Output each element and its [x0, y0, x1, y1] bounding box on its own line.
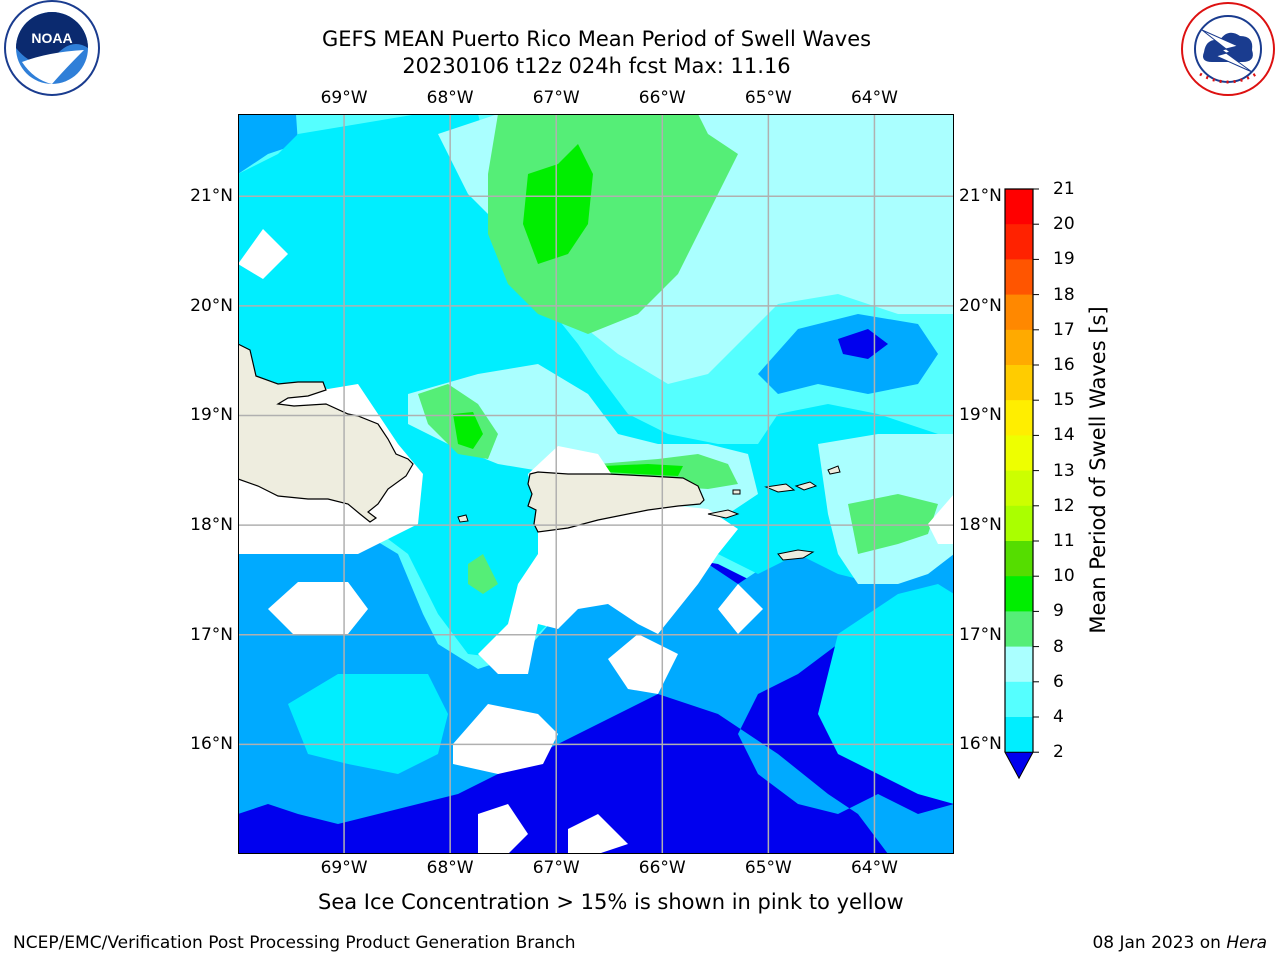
left-lat-tick-label: 17°N [190, 624, 233, 645]
colorbar-tick-label: 20 [1053, 214, 1075, 235]
virgin-islands-3 [827, 465, 841, 475]
colorbar-tick-label: 4 [1053, 707, 1064, 727]
footer-host: Hera [1226, 933, 1267, 953]
bottom-lon-tick-label: 65°W [744, 858, 792, 878]
colorbar-segment [1005, 294, 1033, 331]
no-data-south-lobe [453, 704, 558, 774]
colorbar-segment [1005, 435, 1033, 472]
colorbar-segment [1005, 576, 1033, 612]
no-data-right-edge [928, 494, 954, 544]
hispaniola-land [238, 343, 414, 523]
colorbar [1004, 188, 1039, 780]
period-9-10-east [848, 494, 938, 554]
colorbar-segment [1005, 681, 1033, 718]
top-lon-tick-label: 65°W [744, 88, 792, 108]
colorbar-segment [1005, 611, 1033, 648]
colorbar-segment [1005, 646, 1033, 683]
left-lat-tick-label: 20°N [190, 295, 233, 316]
left-lat-tick-label: 18°N [190, 515, 233, 536]
colorbar-segment [1005, 224, 1033, 260]
st-croix-island [777, 549, 815, 561]
colorbar-segment [1005, 189, 1033, 225]
colorbar-segment [1005, 717, 1033, 753]
right-lat-tick-label: 18°N [959, 515, 1002, 536]
right-lat-tick-label: 19°N [959, 405, 1002, 426]
colorbar-tick-label: 10 [1053, 566, 1075, 587]
top-lon-tick-label: 64°W [850, 88, 898, 108]
colorbar-tick-label: 9 [1053, 601, 1064, 622]
mona-island [457, 514, 469, 523]
colorbar-tick-label: 21 [1053, 179, 1075, 199]
colorbar-tick-label: 16 [1053, 355, 1075, 375]
no-data-south-tip [478, 804, 528, 854]
period-4-6-mid [238, 524, 954, 854]
period-6-8-southwest [288, 674, 448, 774]
no-data-pr-south [608, 634, 678, 694]
left-lat-tick-label: 21°N [190, 186, 233, 207]
chart-subtitle: 20230106 t12z 024h fcst Max: 11.16 [402, 54, 791, 78]
period-10-11-mid [453, 412, 483, 449]
right-lat-tick-label: 20°N [959, 295, 1002, 316]
period-10-11-north [523, 144, 593, 264]
colorbar-extend-min [1004, 751, 1034, 780]
top-lon-tick-label: 69°W [320, 88, 368, 108]
colorbar-tick-label: 18 [1053, 284, 1075, 305]
bottom-lon-tick-label: 69°W [320, 858, 368, 878]
culebra-island [732, 489, 741, 495]
colorbar-segment [1005, 400, 1033, 436]
bottom-lon-tick-label: 64°W [850, 858, 898, 878]
noaa-logo-text: NOAA [31, 30, 72, 46]
colorbar-segment [1005, 365, 1033, 401]
right-lat-tick-label: 17°N [959, 624, 1002, 645]
period-2-4-ne-core [838, 329, 888, 359]
colorbar-tick-label: 6 [1053, 671, 1064, 692]
colorbar-tick-label: 15 [1053, 390, 1075, 411]
colorbar-segment [1005, 470, 1033, 507]
period-6-8-south [818, 584, 954, 804]
period-9-10-sw [468, 554, 498, 594]
no-data-east-diamond [718, 584, 763, 634]
colorbar-label: Mean Period of Swell Waves [s] [1086, 306, 1110, 634]
colorbar-segment [1005, 505, 1033, 542]
left-lat-tick-label: 19°N [190, 405, 233, 426]
chart-title: GEFS MEAN Puerto Rico Mean Period of Swe… [321, 27, 872, 51]
left-lat-tick-label: 16°N [190, 734, 233, 755]
colorbar-segment [1005, 259, 1033, 296]
top-lon-tick-label: 66°W [638, 88, 686, 108]
footer-credit: NCEP/EMC/Verification Post Processing Pr… [13, 933, 576, 953]
colorbar-tick-label: 13 [1053, 460, 1075, 481]
swell-period-map [238, 114, 954, 854]
noaa-logo: NOAA [4, 0, 100, 96]
virgin-islands-1 [764, 483, 796, 493]
virgin-islands-2 [794, 481, 818, 491]
graticule [238, 114, 954, 854]
colorbar-tick-label: 2 [1053, 742, 1064, 763]
no-data-west-south [268, 582, 368, 634]
right-lat-tick-label: 21°N [959, 186, 1002, 207]
colorbar-tick-label: 17 [1053, 319, 1075, 340]
vieques-island [707, 509, 740, 519]
colorbar-segment [1005, 541, 1033, 577]
bottom-lon-tick-label: 68°W [426, 858, 474, 878]
footer-date: 08 Jan 2023 on Hera [1092, 933, 1267, 953]
colorbar-segment [1005, 329, 1033, 366]
colorbar-tick-label: 19 [1053, 249, 1075, 270]
nws-logo [1181, 2, 1275, 96]
no-data-nw [238, 229, 288, 279]
top-lon-tick-label: 68°W [426, 88, 474, 108]
colorbar-tick-label: 11 [1053, 531, 1075, 551]
footer-date-text: 08 Jan 2023 on [1092, 933, 1221, 953]
period-4-6-northwest [238, 114, 298, 174]
colorbar-tick-label: 12 [1053, 495, 1075, 516]
no-data-bottom [568, 814, 628, 854]
top-lon-tick-label: 67°W [532, 88, 580, 108]
bottom-lon-tick-label: 66°W [638, 858, 686, 878]
colorbar-tick-label: 14 [1053, 425, 1075, 446]
colorbar-tick-label: 8 [1053, 636, 1064, 657]
right-lat-tick-label: 16°N [959, 734, 1002, 755]
bottom-lon-tick-label: 67°W [532, 858, 580, 878]
sea-ice-note: Sea Ice Concentration > 15% is shown in … [318, 890, 904, 914]
